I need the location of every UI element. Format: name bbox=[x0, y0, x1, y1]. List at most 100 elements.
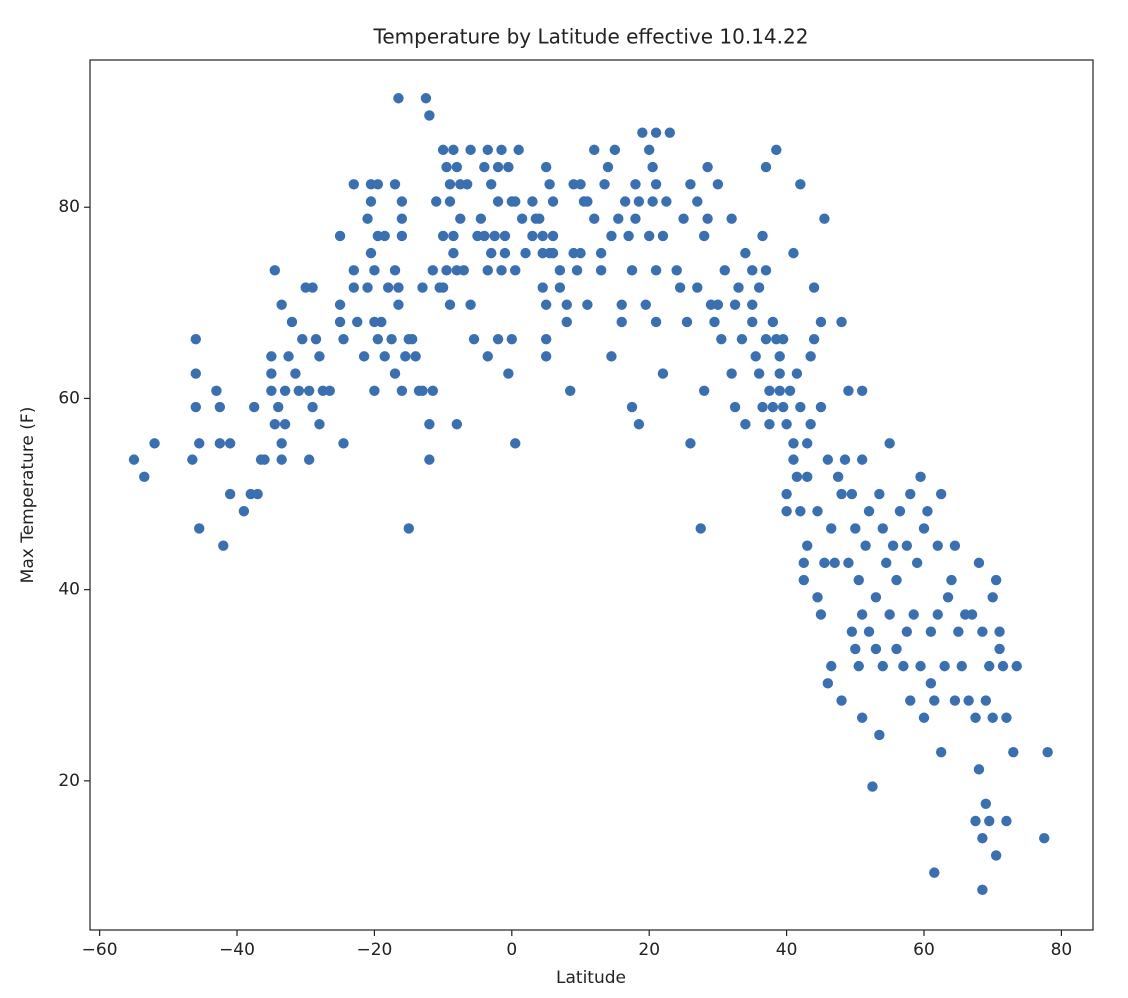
point bbox=[949, 540, 961, 551]
point bbox=[314, 419, 325, 430]
point bbox=[925, 626, 937, 637]
point bbox=[372, 179, 384, 190]
point bbox=[850, 643, 861, 655]
point bbox=[784, 385, 796, 396]
point bbox=[942, 592, 954, 603]
point bbox=[791, 471, 803, 483]
point bbox=[338, 438, 349, 449]
point bbox=[733, 282, 744, 293]
point bbox=[891, 574, 902, 586]
point bbox=[802, 438, 813, 449]
point bbox=[547, 247, 559, 259]
point bbox=[496, 265, 507, 276]
point bbox=[492, 333, 504, 345]
point bbox=[757, 230, 768, 242]
point bbox=[1039, 833, 1050, 844]
point bbox=[389, 368, 401, 379]
point bbox=[386, 333, 397, 345]
point bbox=[492, 161, 504, 173]
point bbox=[465, 299, 476, 310]
point bbox=[338, 333, 349, 345]
point bbox=[187, 454, 198, 465]
point bbox=[795, 401, 806, 413]
point bbox=[266, 385, 277, 396]
point bbox=[822, 678, 834, 689]
point bbox=[365, 247, 377, 259]
x-tick-label: −20 bbox=[356, 940, 392, 960]
point bbox=[843, 385, 854, 396]
point bbox=[819, 213, 830, 224]
x-tick-label: 40 bbox=[776, 940, 798, 960]
point bbox=[290, 368, 301, 379]
point bbox=[802, 540, 813, 551]
point bbox=[777, 401, 789, 413]
point bbox=[729, 299, 741, 310]
point bbox=[362, 282, 373, 293]
point bbox=[709, 316, 720, 328]
point bbox=[894, 506, 906, 517]
point bbox=[685, 179, 696, 190]
point bbox=[362, 213, 373, 224]
point bbox=[424, 419, 435, 430]
point bbox=[973, 557, 985, 569]
point bbox=[757, 401, 768, 413]
point bbox=[994, 626, 1005, 637]
point bbox=[747, 316, 758, 328]
point bbox=[506, 333, 518, 345]
point bbox=[812, 592, 823, 603]
point bbox=[712, 299, 724, 310]
point bbox=[647, 196, 658, 207]
point bbox=[619, 196, 631, 207]
point bbox=[437, 230, 449, 242]
point bbox=[448, 144, 459, 156]
point bbox=[547, 230, 559, 242]
point bbox=[874, 729, 885, 741]
point bbox=[908, 609, 919, 620]
point bbox=[372, 333, 384, 345]
point bbox=[767, 401, 779, 413]
point bbox=[884, 609, 895, 620]
point bbox=[650, 179, 662, 190]
point bbox=[826, 523, 837, 534]
point bbox=[410, 351, 421, 362]
point bbox=[396, 196, 408, 207]
x-tick-label: 80 bbox=[1051, 940, 1073, 960]
point bbox=[836, 488, 847, 500]
point bbox=[389, 179, 401, 190]
point bbox=[990, 574, 1002, 586]
point bbox=[887, 540, 899, 551]
point bbox=[589, 213, 600, 224]
point bbox=[935, 488, 947, 500]
point bbox=[984, 815, 995, 827]
point bbox=[369, 385, 380, 396]
point bbox=[437, 144, 449, 156]
point bbox=[650, 265, 662, 276]
point bbox=[808, 282, 820, 293]
y-tick-label: 80 bbox=[58, 197, 80, 217]
point bbox=[554, 282, 566, 293]
point bbox=[369, 265, 380, 276]
point bbox=[616, 316, 627, 328]
point bbox=[403, 523, 414, 534]
point bbox=[630, 179, 641, 190]
point bbox=[1042, 746, 1053, 758]
point bbox=[334, 230, 346, 242]
point bbox=[303, 454, 315, 465]
point bbox=[540, 161, 552, 173]
point bbox=[441, 161, 452, 173]
point bbox=[382, 282, 394, 293]
point bbox=[664, 127, 676, 138]
point bbox=[479, 230, 490, 242]
point bbox=[832, 471, 844, 483]
point bbox=[444, 179, 456, 190]
point bbox=[1011, 660, 1022, 672]
point bbox=[853, 574, 864, 586]
point bbox=[510, 265, 521, 276]
point bbox=[977, 884, 988, 896]
point bbox=[815, 401, 827, 413]
point bbox=[657, 368, 669, 379]
point bbox=[561, 299, 572, 310]
point bbox=[781, 419, 792, 430]
point bbox=[681, 316, 693, 328]
